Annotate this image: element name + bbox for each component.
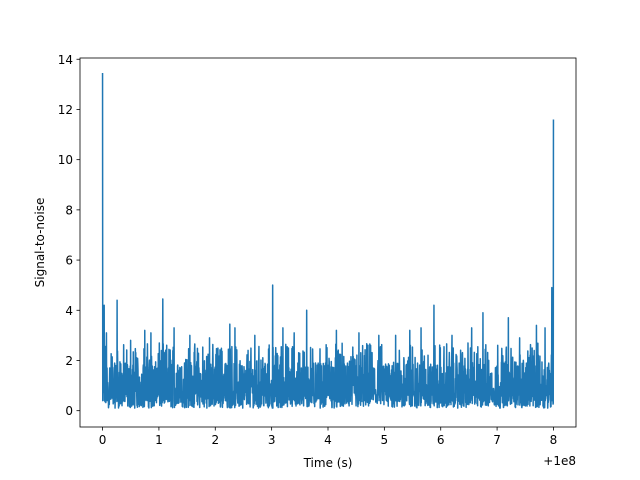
x-tick-label: 0 bbox=[99, 433, 107, 447]
y-tick-label: 6 bbox=[65, 254, 73, 268]
y-tick-label: 10 bbox=[58, 153, 73, 167]
x-tick-label: 5 bbox=[381, 433, 389, 447]
plot-area bbox=[101, 73, 555, 409]
x-tick-label: 3 bbox=[268, 433, 276, 447]
x-tick-label: 2 bbox=[211, 433, 219, 447]
series-line bbox=[101, 73, 555, 409]
y-axis: 0 2 4 6 8 10 12 14 bbox=[58, 53, 80, 418]
y-tick-label: 12 bbox=[58, 103, 73, 117]
x-tick-label: 8 bbox=[550, 433, 558, 447]
x-tick-label: 6 bbox=[437, 433, 445, 447]
x-axis-label: Time (s) bbox=[303, 456, 353, 470]
y-tick-label: 0 bbox=[65, 404, 73, 418]
x-tick-label: 7 bbox=[493, 433, 501, 447]
y-tick-label: 2 bbox=[65, 354, 73, 368]
x-axis-offset-label: +1e8 bbox=[543, 454, 576, 468]
y-tick-label: 14 bbox=[58, 53, 73, 67]
x-axis: 0 1 2 3 4 5 6 7 8 bbox=[99, 427, 558, 447]
y-tick-label: 8 bbox=[65, 203, 73, 217]
y-axis-label: Signal-to-noise bbox=[33, 198, 47, 288]
y-tick-label: 4 bbox=[65, 304, 73, 318]
x-tick-label: 1 bbox=[155, 433, 163, 447]
x-tick-label: 4 bbox=[324, 433, 332, 447]
